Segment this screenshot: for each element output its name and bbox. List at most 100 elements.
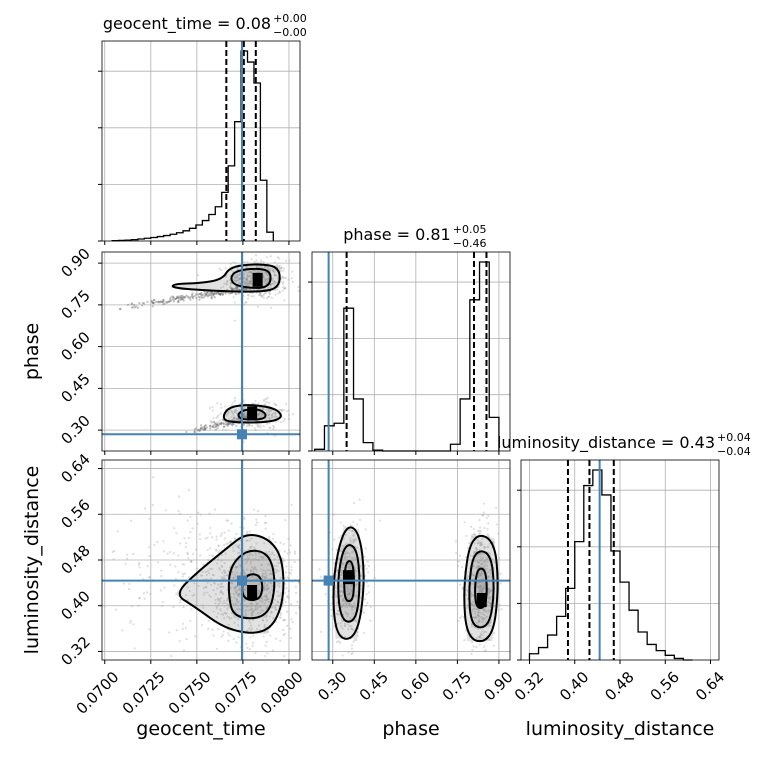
sample-point <box>183 296 186 299</box>
sample-point <box>237 600 241 603</box>
sample-point <box>218 292 221 295</box>
sample-point <box>258 292 261 295</box>
sample-point <box>254 402 257 405</box>
sample-point <box>239 564 242 567</box>
sample-point <box>181 572 184 576</box>
sample-point <box>219 293 222 296</box>
sample-point <box>248 271 252 274</box>
sample-point <box>169 563 172 566</box>
sample-point <box>149 592 152 595</box>
sample-point <box>256 305 259 308</box>
sample-point <box>333 625 336 628</box>
sample-point <box>282 269 285 272</box>
sample-point <box>244 415 247 418</box>
sample-point <box>474 610 477 613</box>
sample-point <box>261 574 264 577</box>
sample-point <box>473 663 475 665</box>
x-tick-label: 0.0800 <box>257 668 307 718</box>
sample-point <box>286 596 289 599</box>
sample-point <box>251 613 254 616</box>
sample-point <box>267 277 270 280</box>
sample-point <box>350 593 353 597</box>
sample-point <box>254 551 257 554</box>
sample-point <box>199 538 202 541</box>
sample-point <box>204 292 208 296</box>
sample-point <box>378 519 382 522</box>
sample-point <box>263 542 266 545</box>
sample-point <box>220 635 223 638</box>
sample-point <box>246 629 249 632</box>
sample-point <box>479 559 482 562</box>
sample-point <box>174 297 177 300</box>
sample-point <box>270 606 273 609</box>
sample-point <box>263 292 267 295</box>
grid <box>102 41 300 241</box>
sample-point <box>160 569 163 572</box>
sample-point <box>242 415 245 418</box>
sample-point <box>217 292 220 295</box>
sample-point <box>249 545 252 548</box>
sample-point <box>141 301 144 305</box>
sample-point <box>482 608 485 612</box>
sample-point <box>237 546 240 549</box>
sample-point <box>181 298 184 301</box>
sample-point <box>487 601 490 604</box>
sample-point <box>161 300 164 304</box>
sample-point <box>267 277 270 280</box>
sample-point <box>471 572 474 575</box>
sample-point <box>221 591 224 594</box>
sample-point <box>262 589 265 592</box>
sample-point <box>279 270 282 273</box>
sample-point <box>234 416 237 419</box>
sample-point <box>263 521 266 524</box>
sample-point <box>204 424 207 427</box>
sample-point <box>218 599 222 602</box>
sample-point <box>219 286 223 290</box>
sample-point <box>264 569 267 573</box>
sample-point <box>287 589 291 593</box>
sample-point <box>364 528 367 531</box>
sample-point <box>476 614 479 617</box>
sample-point <box>215 615 218 619</box>
sample-point <box>346 590 349 593</box>
sample-point <box>233 588 237 591</box>
sample-point <box>214 292 217 295</box>
sample-point <box>269 255 272 258</box>
sample-point <box>185 638 188 641</box>
sample-point <box>358 518 362 521</box>
sample-point <box>180 297 184 300</box>
sample-point <box>237 588 240 592</box>
sample-point <box>362 632 366 635</box>
sample-point <box>255 577 258 580</box>
sample-point <box>478 541 481 544</box>
sample-point <box>198 298 201 301</box>
y-tick-label: 0.75 <box>57 286 93 322</box>
sample-point <box>341 571 344 574</box>
sample-point <box>263 398 266 401</box>
sample-point <box>234 279 237 282</box>
sample-point <box>267 568 270 572</box>
sample-point <box>235 591 238 594</box>
sample-point <box>482 585 485 588</box>
sample-point <box>244 573 247 576</box>
sample-point <box>245 301 248 304</box>
sample-point <box>273 402 276 405</box>
sample-point <box>344 610 347 613</box>
sample-point <box>481 618 485 621</box>
sample-point <box>232 418 235 421</box>
sample-point <box>351 605 355 608</box>
sample-point <box>243 571 246 575</box>
sample-point <box>490 575 493 578</box>
sample-point <box>214 425 217 428</box>
sample-point <box>342 562 345 565</box>
sample-point <box>237 593 240 596</box>
sample-point <box>199 554 202 557</box>
sample-point <box>237 545 240 548</box>
sample-point <box>169 298 172 301</box>
sample-point <box>235 641 238 644</box>
sample-point <box>278 582 281 585</box>
sample-point <box>221 633 224 636</box>
sample-point <box>350 627 353 631</box>
sample-point <box>281 408 284 411</box>
sample-point <box>260 295 264 298</box>
